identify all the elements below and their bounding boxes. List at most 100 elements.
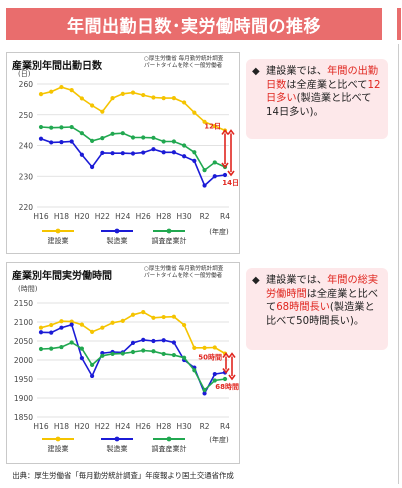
data-point-all_industries [141, 348, 146, 353]
data-point-construction [192, 345, 197, 350]
data-point-manufacturing [161, 150, 166, 155]
x-tick-label: R4 [220, 212, 230, 221]
chart-panel-workdays: 220 230 240 250 260 H16 H18 H20 H22 H24 H26 H28 H30 R… [6, 52, 240, 254]
x-tick-label: H24 [115, 212, 130, 221]
data-point-manufacturing [38, 330, 44, 335]
data-point-all_industries [171, 352, 176, 358]
x-tick-label: H28 [156, 212, 171, 221]
callout-highlight: 年間の総実労働時間 [266, 275, 379, 300]
callout-workhours: ◆ 建設業では、年間の総実労働時間は全産業と比べて68時間長い(製造業と比べて5… [246, 268, 388, 350]
data-point-all_industries [110, 351, 115, 357]
data-point-all_industries [120, 131, 125, 136]
x-axis-unit: (年度) [209, 435, 229, 444]
data-point-manufacturing [38, 136, 44, 141]
data-point-all_industries [38, 346, 44, 352]
data-point-manufacturing [49, 330, 54, 335]
data-point-manufacturing [79, 152, 84, 157]
y-tick-label: 1900 [14, 394, 33, 403]
data-point-construction [161, 314, 166, 320]
data-point-all_industries [79, 131, 84, 136]
data-point-construction [79, 322, 84, 327]
x-tick-label: H24 [115, 422, 130, 431]
x-tick-label: R2 [200, 212, 210, 221]
annotation-arrow-head [228, 374, 236, 381]
legend-marker-all_industries [166, 228, 172, 234]
data-point-all_industries [222, 376, 228, 382]
edge-rule [398, 44, 399, 484]
data-point-manufacturing [130, 340, 136, 345]
chart-title: 産業別年間実労働時間 [12, 271, 112, 282]
data-point-all_industries [120, 351, 125, 356]
data-point-construction [38, 92, 44, 97]
data-point-all_industries [79, 346, 84, 351]
data-point-construction [100, 325, 105, 330]
data-point-manufacturing [120, 151, 125, 156]
data-point-construction [141, 92, 146, 98]
data-point-manufacturing [151, 147, 156, 152]
data-point-all_industries [161, 351, 166, 357]
data-point-construction [38, 325, 44, 330]
data-point-construction [120, 91, 125, 96]
annotation-label: 12日 [204, 122, 221, 130]
y-tick-label: 2050 [14, 337, 33, 346]
data-point-all_industries [130, 349, 136, 355]
data-point-manufacturing [212, 371, 217, 377]
data-point-construction [202, 119, 207, 124]
x-tick-label: H16 [33, 422, 48, 431]
data-point-all_industries [69, 124, 74, 130]
data-point-construction [182, 100, 187, 105]
data-point-construction [151, 95, 156, 100]
callout-run: は全産業と比べて [266, 288, 379, 314]
legend-marker-manufacturing [114, 228, 120, 234]
data-point-all_industries [90, 362, 95, 368]
callout-text: 建設業では、年間の総実労働時間は全産業と比べて68時間長い(製造業と比べて50時… [266, 275, 378, 327]
data-point-construction [171, 314, 176, 319]
data-point-construction [90, 329, 95, 334]
x-tick-label: H30 [177, 422, 192, 431]
chart-source-note: ○厚生労働省 毎月勤労統計調査 パートタイムを除く一般労働者 [144, 266, 224, 279]
data-point-manufacturing [222, 172, 228, 178]
data-point-construction [79, 96, 84, 101]
data-point-construction [59, 319, 64, 324]
callout-run: 建設業では、 [266, 275, 328, 286]
data-point-manufacturing [182, 154, 187, 159]
y-tick-label: 260 [19, 80, 34, 89]
annotation-label: 50時間 [198, 353, 222, 362]
x-tick-label: H18 [54, 422, 69, 431]
y-tick-label: 220 [19, 203, 34, 212]
data-point-all_industries [192, 368, 197, 373]
source-citation: 出典：厚生労働省「毎月勤労統計調査」年度報より国土交通省作成 [12, 471, 234, 480]
data-point-all_industries [100, 353, 105, 358]
data-point-all_industries [100, 136, 105, 141]
data-point-construction [182, 322, 187, 328]
data-point-all_industries [171, 139, 176, 144]
series-line-all_industries [40, 341, 226, 392]
legend-label-construction: 建設業 [48, 444, 69, 453]
chart-workhours: 1850 1900 1950 2000 2050 2100 2150 H16 H18 H20 H22… [14, 299, 239, 453]
y-tick-label: 2100 [14, 318, 33, 327]
callout-highlight: 68時間長い [276, 302, 330, 314]
y-tick-label: 1850 [14, 413, 33, 422]
x-tick-label: H20 [74, 212, 89, 221]
data-point-manufacturing [90, 164, 95, 170]
x-tick-label: H20 [74, 422, 89, 431]
x-axis-unit: (年度) [209, 227, 229, 236]
callout-run: 建設業では、 [266, 66, 328, 77]
x-tick-label: H26 [136, 422, 151, 431]
data-point-construction [69, 319, 74, 324]
data-point-all_industries [192, 150, 197, 155]
legend-marker-manufacturing [114, 436, 120, 442]
callout-run: (製造業と比べて50時間長い)。 [266, 302, 375, 327]
legend-label-construction: 建設業 [48, 236, 69, 245]
data-point-manufacturing [110, 151, 115, 156]
data-point-all_industries [161, 139, 166, 144]
data-point-construction [202, 345, 207, 350]
x-tick-label: H16 [33, 212, 48, 221]
data-point-all_industries [182, 355, 187, 360]
callout-run: (製造業と比べて14日多い)。 [266, 93, 372, 118]
data-point-all_industries [151, 135, 156, 140]
data-point-manufacturing [69, 139, 74, 144]
chart-panel-workhours: 1850 1900 1950 2000 2050 2100 2150 H16 H18 H20 H22… [6, 262, 240, 464]
data-point-manufacturing [100, 150, 105, 155]
data-point-manufacturing [79, 356, 84, 361]
